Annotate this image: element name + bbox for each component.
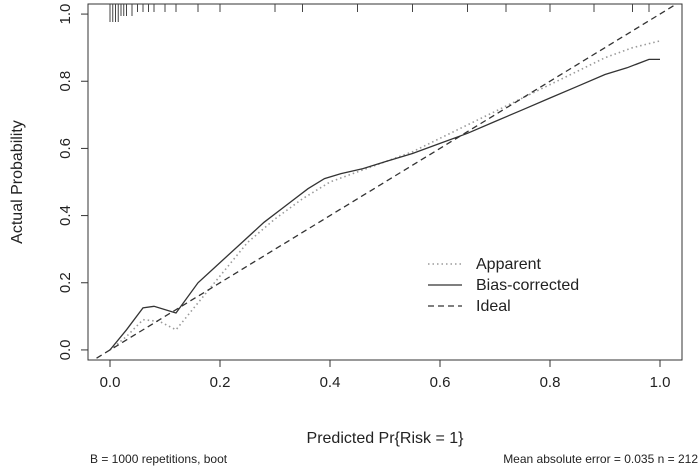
series-line-ideal: [92, 4, 678, 360]
footer-left-note: B = 1000 repetitions, boot: [90, 452, 228, 466]
x-tick-label: 0.0: [100, 374, 121, 391]
y-axis: 0.0 0.2 0.4 0.6 0.8 1.0: [57, 4, 89, 360]
plot-area-frame: [87, 3, 683, 361]
x-tick-label: 0.6: [430, 374, 451, 391]
rug-plot: [109, 4, 650, 22]
y-tick-label: 0.4: [57, 205, 74, 226]
x-axis-title: Predicted Pr{Risk = 1}: [307, 430, 465, 447]
series-layer: [92, 4, 678, 360]
y-tick-label: 0.0: [57, 339, 74, 360]
series-line-apparent: [109, 40, 661, 351]
x-tick-label: 0.2: [210, 374, 231, 391]
x-tick-label: 0.8: [540, 374, 561, 391]
x-tick-label: 0.4: [320, 374, 341, 391]
x-tick-label: 1.0: [650, 374, 671, 391]
series-line-bias-corrected: [109, 58, 660, 351]
y-tick-label: 1.0: [57, 4, 74, 25]
y-axis-title: Actual Probability: [9, 120, 26, 244]
legend-label-apparent: Apparent: [476, 256, 541, 273]
x-axis: 0.0 0.2 0.4 0.6 0.8 1.0: [100, 359, 671, 391]
y-tick-label: 0.2: [57, 272, 74, 293]
footer-right-note: Mean absolute error = 0.035 n = 212: [503, 452, 698, 466]
legend: Apparent Bias-corrected Ideal: [428, 256, 579, 315]
y-tick-label: 0.8: [57, 71, 74, 92]
y-tick-label: 0.6: [57, 138, 74, 159]
legend-label-bias-corrected: Bias-corrected: [476, 277, 579, 294]
legend-label-ideal: Ideal: [476, 298, 511, 315]
